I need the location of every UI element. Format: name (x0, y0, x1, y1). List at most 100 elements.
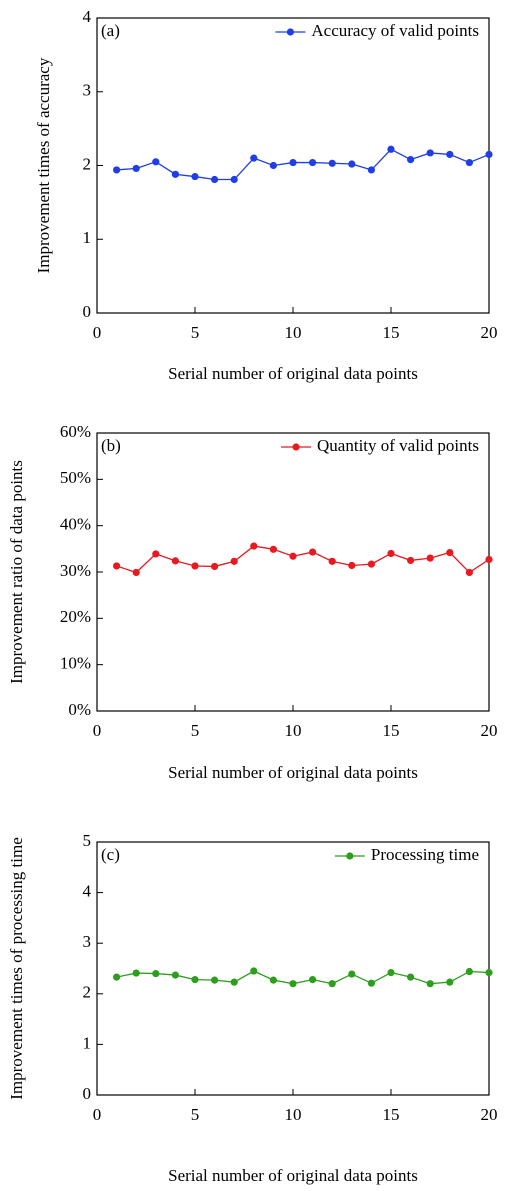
data-point (309, 158, 317, 167)
y-tick-label: 5 (83, 831, 92, 850)
y-tick-label: 40% (60, 515, 91, 534)
legend-marker (346, 852, 354, 860)
data-point (485, 555, 493, 564)
data-point (289, 552, 297, 560)
data-point (367, 166, 375, 174)
data-point (289, 980, 297, 988)
x-axis-label: Serial number of original data points (168, 763, 418, 782)
data-point (407, 556, 415, 565)
plot-frame (96, 841, 490, 1096)
x-tick-label: 5 (191, 1105, 200, 1124)
data-point (387, 145, 395, 153)
data-point (230, 978, 238, 986)
x-tick-label: 10 (285, 721, 302, 740)
x-tick-label: 0 (93, 323, 102, 342)
y-tick-label: 3 (83, 932, 92, 951)
x-tick-label: 15 (383, 323, 400, 342)
x-tick-label: 0 (93, 1105, 102, 1124)
data-point (367, 979, 375, 987)
data-point (230, 175, 238, 184)
y-tick-label: 2 (83, 154, 92, 173)
x-axis-label: Serial number of original data points (168, 1166, 418, 1185)
y-tick-label: 50% (60, 468, 91, 487)
data-point (407, 973, 415, 981)
data-point (309, 548, 317, 556)
data-point (113, 973, 121, 981)
legend-marker (286, 28, 295, 36)
x-tick-label: 20 (481, 1105, 498, 1124)
y-tick-label: 2 (83, 983, 92, 1002)
data-point (446, 150, 454, 159)
data-point (113, 562, 121, 570)
data-point (152, 158, 160, 166)
y-tick-label: 1 (83, 228, 92, 247)
y-tick-label: 4 (83, 7, 92, 26)
legend-label: Accuracy of valid points (311, 21, 479, 40)
panel-label: (b) (101, 436, 121, 455)
panel-label: (c) (101, 845, 120, 864)
data-point (309, 976, 317, 984)
y-axis-label: Improvement times of processing time (7, 837, 26, 1100)
data-point (446, 978, 454, 986)
data-point (230, 557, 238, 565)
data-point (191, 976, 199, 984)
y-tick-label: 20% (60, 607, 91, 626)
data-point (328, 159, 336, 167)
data-point (171, 170, 179, 178)
x-axis-label: Serial number of original data points (168, 364, 418, 383)
data-point (348, 561, 356, 570)
data-point (152, 550, 160, 558)
data-point (211, 175, 219, 184)
data-point (387, 549, 395, 558)
data-point (250, 154, 258, 162)
data-point (465, 568, 473, 577)
data-point (348, 970, 356, 978)
panel-label: (a) (101, 21, 120, 40)
data-point (485, 150, 493, 159)
data-point (446, 548, 454, 557)
data-point (171, 971, 179, 979)
data-point (132, 164, 140, 173)
data-point (328, 557, 336, 565)
y-tick-label: 60% (60, 422, 91, 441)
y-tick-label: 0% (68, 700, 91, 719)
data-point (465, 158, 473, 167)
x-tick-label: 0 (93, 721, 102, 740)
y-tick-label: 0 (83, 1084, 92, 1103)
data-point (250, 967, 258, 975)
data-point (191, 172, 199, 181)
y-tick-label: 0 (83, 302, 92, 321)
data-point (269, 545, 277, 553)
y-tick-label: 1 (83, 1033, 92, 1052)
data-point (269, 976, 277, 984)
data-point (426, 554, 434, 562)
data-point (485, 968, 493, 977)
data-point (289, 158, 297, 167)
x-tick-label: 10 (285, 1105, 302, 1124)
legend-label: Quantity of valid points (317, 436, 479, 455)
data-point (132, 568, 140, 577)
data-point (407, 156, 415, 164)
y-tick-label: 30% (60, 561, 91, 580)
x-tick-label: 10 (285, 323, 302, 342)
data-point (269, 161, 277, 170)
y-tick-label: 3 (83, 81, 92, 100)
data-point (426, 149, 434, 157)
x-tick-label: 20 (481, 323, 498, 342)
y-axis-label: Improvement times of accuracy (34, 57, 53, 273)
y-tick-label: 4 (83, 882, 92, 901)
legend-marker (292, 443, 300, 451)
data-point (387, 968, 395, 977)
x-tick-label: 20 (481, 721, 498, 740)
data-point (367, 560, 375, 568)
x-tick-label: 5 (191, 721, 200, 740)
plot-frame (96, 432, 490, 712)
x-tick-label: 15 (383, 721, 400, 740)
x-tick-label: 5 (191, 323, 200, 342)
y-tick-label: 10% (60, 654, 91, 673)
data-point (211, 976, 219, 984)
data-point (211, 562, 219, 571)
data-point (348, 160, 356, 168)
data-point (328, 980, 336, 988)
